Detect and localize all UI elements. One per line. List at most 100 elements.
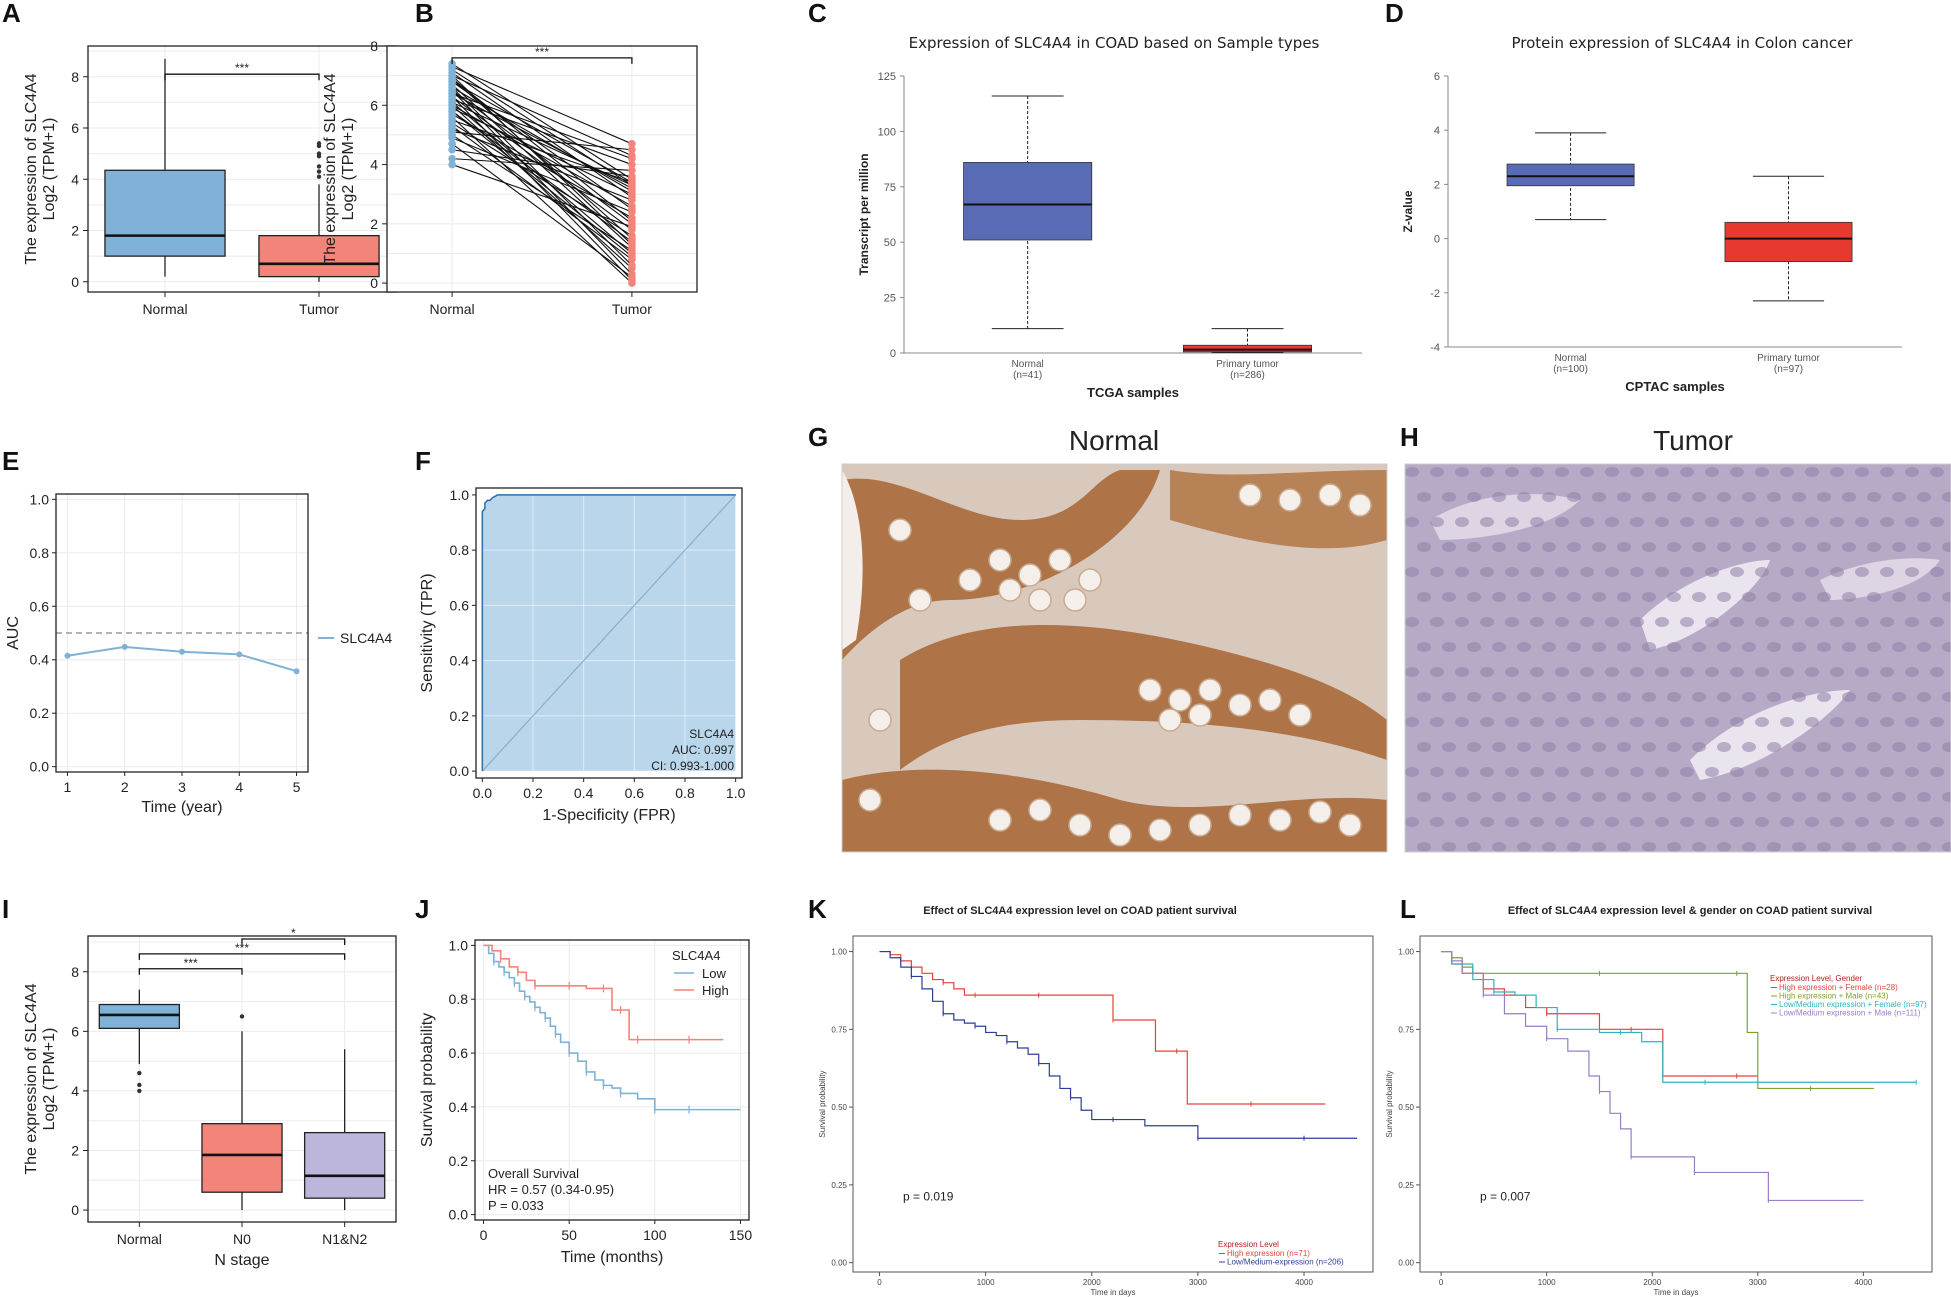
tumor-nucleus: [1530, 567, 1544, 577]
tumor-nucleus: [1405, 567, 1419, 577]
tumor-nucleus: [1492, 842, 1506, 852]
tumor-nucleus: [1467, 742, 1481, 752]
tumor-nucleus: [1817, 642, 1831, 652]
goblet-cell: [988, 808, 1012, 832]
significance-label: *: [291, 926, 296, 940]
tumor-nucleus: [1480, 617, 1494, 627]
tumor-nucleus: [1567, 592, 1581, 602]
panel-letter-f: F: [415, 446, 431, 476]
tumor-nucleus: [1680, 567, 1694, 577]
tumor-nucleus: [1880, 817, 1894, 827]
tumor-nucleus: [1692, 592, 1706, 602]
tumor-nucleus: [1942, 842, 1951, 852]
tumor-nucleus: [1830, 767, 1844, 777]
tumor-nucleus: [1917, 842, 1931, 852]
tumor-point: [628, 279, 636, 287]
tumor-nucleus: [1655, 517, 1669, 527]
tumor-nucleus: [1855, 517, 1869, 527]
x-tick-label: 1: [64, 779, 72, 795]
legend-label: Low: [702, 966, 726, 981]
panel-letter-d: D: [1385, 0, 1404, 28]
x-tick-label: 0: [1439, 1278, 1444, 1287]
tumor-nucleus: [1830, 817, 1844, 827]
y-tick-label: -4: [1430, 342, 1440, 354]
tumor-nucleus: [1867, 592, 1881, 602]
x-tick-label: 2000: [1643, 1278, 1661, 1287]
x-tick-sublabel: (n=100): [1553, 364, 1588, 375]
tumor-nucleus: [1492, 642, 1506, 652]
tumor-nucleus: [1542, 742, 1556, 752]
panel-g-ihc-normal: Normal: [841, 425, 1388, 853]
panel-letter-h: H: [1400, 422, 1419, 452]
tumor-nucleus: [1930, 567, 1944, 577]
goblet-cell: [1108, 823, 1132, 847]
tumor-point: [628, 190, 636, 198]
tumor-nucleus: [1617, 692, 1631, 702]
km-line-low: [483, 944, 741, 1111]
y-tick-label: 4: [370, 157, 378, 173]
y-tick-label: 0.50: [1398, 1103, 1414, 1112]
y-tick-label: 0.75: [1398, 1025, 1414, 1034]
tumor-nucleus: [1455, 667, 1469, 677]
tumor-nucleus: [1817, 542, 1831, 552]
y-axis-label: Survival probability: [419, 1013, 436, 1147]
panel-l-km-curve: Effect of SLC4A4 expression level & gend…: [1385, 905, 1933, 1297]
x-tick-label: 1000: [977, 1278, 995, 1287]
pair-line: [451, 87, 633, 266]
tumor-nucleus: [1567, 542, 1581, 552]
y-axis-label: The expression of SLC4A4: [23, 73, 40, 264]
tumor-nucleus: [1892, 742, 1906, 752]
tumor-nucleus: [1855, 617, 1869, 627]
tumor-nucleus: [1542, 492, 1556, 502]
tumor-nucleus: [1680, 467, 1694, 477]
tumor-nucleus: [1730, 717, 1744, 727]
tumor-nucleus: [1880, 667, 1894, 677]
tumor-nucleus: [1705, 567, 1719, 577]
diagonal-reference: [481, 494, 737, 772]
tumor-point: [628, 261, 636, 270]
ihc-normal-lumen: [842, 470, 863, 650]
p-value-annotation: p = 0.019: [903, 1189, 954, 1203]
tumor-nucleus: [1592, 492, 1606, 502]
x-tick-label: 0: [877, 1278, 882, 1287]
tumor-nucleus: [1642, 742, 1656, 752]
tumor-nucleus: [1842, 492, 1856, 502]
plot-background: [387, 46, 697, 292]
tumor-nucleus: [1742, 692, 1756, 702]
normal-point: [448, 160, 456, 169]
legend-label: High expression + Male (n=43): [1779, 992, 1889, 1001]
y-tick-label: 50: [884, 237, 896, 249]
tumor-nucleus: [1717, 842, 1731, 852]
tumor-nucleus: [1630, 817, 1644, 827]
tumor-point: [628, 166, 636, 175]
tumor-nucleus: [1892, 592, 1906, 602]
tumor-nucleus: [1867, 792, 1881, 802]
tumor-nucleus: [1405, 467, 1419, 477]
tumor-nucleus: [1642, 792, 1656, 802]
y-tick-label: 2: [370, 216, 378, 232]
tumor-nucleus: [1780, 517, 1794, 527]
km-line: [1441, 950, 1758, 1077]
chart-title: Effect of SLC4A4 expression level on COA…: [923, 905, 1237, 917]
tumor-nucleus: [1542, 792, 1556, 802]
x-axis-label: 1-Specificity (FPR): [542, 807, 675, 824]
x-tick-label: N0: [233, 1231, 251, 1247]
tumor-nucleus: [1442, 842, 1456, 852]
tumor-nucleus: [1855, 717, 1869, 727]
tumor-nucleus: [1855, 817, 1869, 827]
outlier-point: [316, 141, 322, 146]
tumor-point: [628, 231, 636, 240]
tumor-nucleus: [1855, 467, 1869, 477]
goblet-cell: [1188, 813, 1212, 837]
tumor-nucleus: [1717, 492, 1731, 502]
ihc-tumor-gland-1: [1640, 560, 1770, 650]
legend-label: High expression + Female (n=28): [1779, 983, 1898, 992]
tumor-nucleus: [1455, 517, 1469, 527]
tumor-nucleus: [1667, 542, 1681, 552]
goblet-cell: [1063, 588, 1087, 612]
tumor-nucleus: [1417, 542, 1431, 552]
tumor-nucleus: [1780, 767, 1794, 777]
tumor-nucleus: [1792, 642, 1806, 652]
y-tick-label: 0.25: [831, 1181, 847, 1190]
tumor-nucleus: [1455, 717, 1469, 727]
